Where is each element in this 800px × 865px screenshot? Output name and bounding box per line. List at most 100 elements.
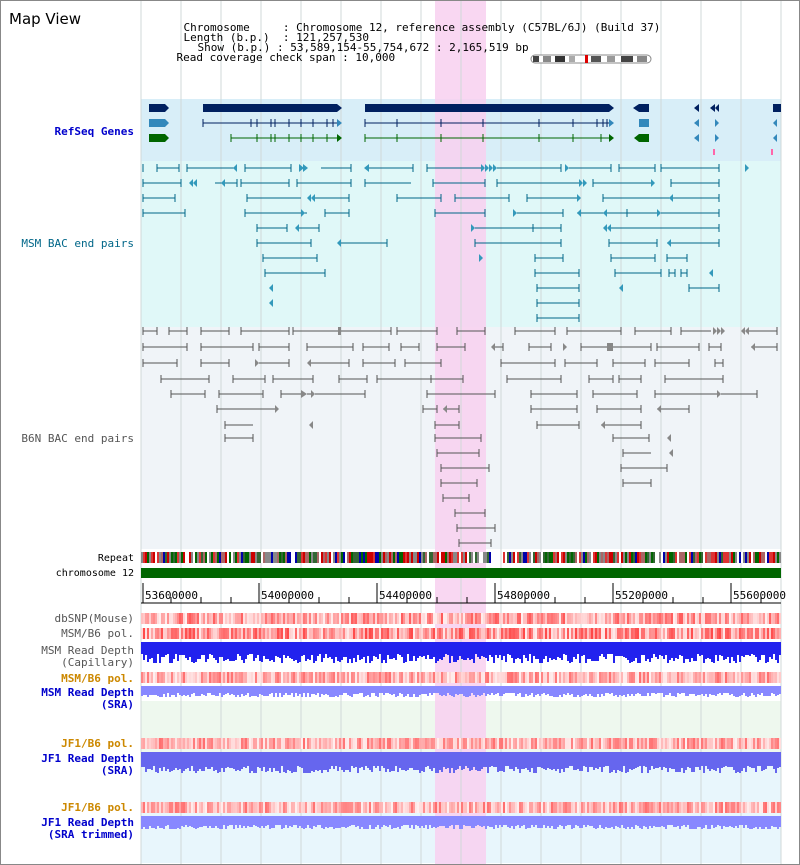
heat-cell	[375, 613, 377, 624]
depth-bar	[183, 752, 185, 771]
heat-cell	[237, 738, 239, 749]
depth-bar	[435, 686, 437, 693]
depth-bar	[395, 686, 397, 697]
track-label-dbsnp[interactable]: dbSNP(Mouse)	[54, 612, 134, 625]
heat-cell	[471, 738, 473, 749]
heat-cell	[671, 628, 673, 639]
track-label-jf1-depth-trimmed-1[interactable]: JF1 Read Depth	[41, 816, 134, 829]
heat-cell	[519, 672, 521, 683]
depth-bar	[479, 816, 481, 826]
repeat-segment	[319, 552, 321, 563]
heat-cell	[757, 672, 759, 683]
depth-bar	[239, 642, 241, 656]
depth-bar	[525, 686, 527, 694]
depth-bar	[541, 816, 543, 828]
heat-cell	[403, 628, 405, 639]
heat-cell	[361, 628, 363, 639]
chromosome-ideogram[interactable]	[529, 53, 655, 65]
depth-bar	[349, 752, 351, 772]
depth-bar	[603, 686, 605, 696]
track-label-jf1-b6-pol-2[interactable]: JF1/B6 pol.	[61, 801, 134, 814]
heat-cell	[773, 672, 775, 683]
heat-cell	[609, 672, 611, 683]
track-label-jf1-b6-pol[interactable]: JF1/B6 pol.	[61, 737, 134, 750]
msm-b6-pol-heat-track[interactable]	[141, 628, 781, 639]
track-label-jf1-depth-sra-1[interactable]: JF1 Read Depth	[41, 752, 134, 765]
track-label-msm-bac[interactable]: MSM BAC end pairs	[21, 237, 134, 250]
track-label-b6n-bac[interactable]: B6N BAC end pairs	[21, 432, 134, 445]
heat-cell	[575, 628, 577, 639]
heat-cell	[259, 628, 261, 639]
heat-cell	[389, 802, 391, 813]
repeat-segment	[369, 552, 371, 563]
depth-bar	[285, 686, 287, 693]
heat-cell	[151, 738, 153, 749]
depth-bar	[143, 686, 145, 695]
depth-bar	[491, 752, 493, 766]
heat-cell	[635, 613, 637, 624]
heat-cell	[319, 802, 321, 813]
heat-cell	[225, 672, 227, 683]
repeat-segment	[745, 552, 747, 563]
track-label-msm-b6-pol[interactable]: MSM/B6 pol.	[61, 627, 134, 640]
heat-cell	[339, 672, 341, 683]
depth-bar	[579, 686, 581, 697]
depth-bar	[735, 816, 737, 826]
depth-bar	[527, 642, 529, 661]
track-label-msm-b6-pol-2[interactable]: MSM/B6 pol.	[61, 672, 134, 685]
depth-bar	[247, 816, 249, 826]
depth-bar	[559, 686, 561, 695]
repeat-segment	[469, 552, 471, 563]
msm-depth-sra-track[interactable]	[141, 686, 781, 698]
track-label-msm-depth-capillary-1[interactable]: MSM Read Depth	[41, 644, 134, 657]
heat-cell	[361, 802, 363, 813]
jf1-b6-pol-heat-track[interactable]	[141, 738, 781, 749]
heat-cell	[159, 628, 161, 639]
heat-cell	[369, 802, 371, 813]
refseq-gene-track[interactable]	[141, 99, 781, 161]
repeat-track[interactable]	[141, 552, 781, 564]
heat-cell	[403, 738, 405, 749]
heat-cell	[169, 628, 171, 639]
heat-cell	[595, 802, 597, 813]
heat-cell	[165, 672, 167, 683]
depth-bar	[207, 752, 209, 769]
jf1-depth-sra-track[interactable]	[141, 752, 781, 774]
depth-bar	[171, 816, 173, 829]
track-label-refseq[interactable]: RefSeq Genes	[54, 125, 134, 138]
depth-bar	[497, 752, 499, 772]
depth-bar	[373, 686, 375, 693]
depth-bar	[701, 686, 703, 694]
heat-cell	[337, 613, 339, 624]
depth-bar	[187, 816, 189, 827]
depth-bar	[453, 686, 455, 697]
track-label-msm-depth-sra-1[interactable]: MSM Read Depth	[41, 686, 134, 699]
heat-cell	[339, 613, 341, 624]
heat-cell	[379, 628, 381, 639]
heat-cell	[205, 628, 207, 639]
jf1-depth-trimmed-track[interactable]	[141, 816, 781, 830]
heat-cell	[555, 613, 557, 624]
depth-bar	[195, 816, 197, 829]
repeat-segment	[355, 552, 357, 563]
b6n-bac-pairs-track[interactable]	[141, 327, 781, 549]
msm-bac-pairs-track[interactable]	[141, 161, 781, 327]
depth-bar	[621, 816, 623, 825]
depth-bar	[495, 752, 497, 767]
heat-cell	[541, 672, 543, 683]
heat-cell	[197, 672, 199, 683]
heat-cell	[455, 738, 457, 749]
msm-b6-pol-2-heat-track[interactable]	[141, 672, 781, 683]
depth-bar	[323, 686, 325, 695]
depth-bar	[403, 816, 405, 825]
heat-cell	[597, 802, 599, 813]
jf1-b6-pol-2-heat-track[interactable]	[141, 802, 781, 813]
depth-bar	[695, 686, 697, 696]
msm-depth-capillary-track[interactable]	[141, 642, 781, 664]
heat-cell	[153, 802, 155, 813]
heat-cell	[289, 738, 291, 749]
dbsnp-heat-track[interactable]	[141, 613, 781, 624]
depth-bar	[595, 642, 597, 661]
heat-cell	[647, 613, 649, 624]
heat-cell	[513, 613, 515, 624]
